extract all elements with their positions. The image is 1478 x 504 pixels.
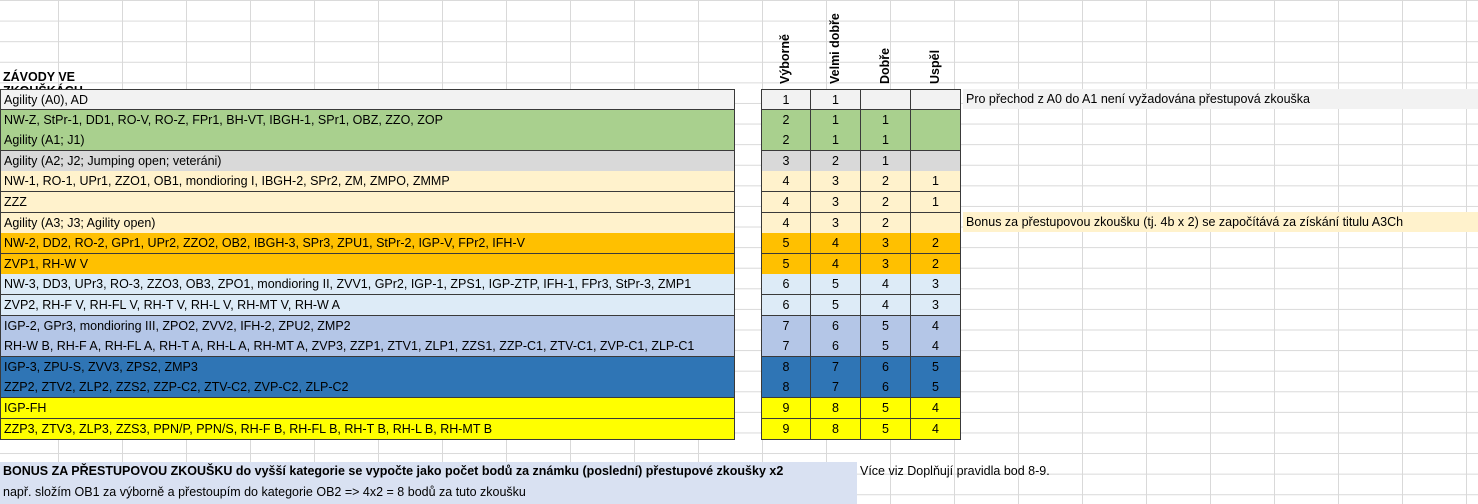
score-cell[interactable]: 8	[811, 418, 861, 440]
score-cell[interactable]	[911, 212, 961, 234]
row-name[interactable]: IGP-2, GPr3, mondioring III, ZPO2, ZVV2,…	[0, 315, 735, 337]
score-cell[interactable]: 3	[761, 150, 811, 172]
row-name[interactable]: Agility (A1; J1)	[0, 130, 735, 152]
row-name[interactable]: NW-3, DD3, UPr3, RO-3, ZZO3, OB3, ZPO1, …	[0, 274, 735, 296]
score-cell[interactable]: 4	[761, 171, 811, 193]
row-name[interactable]: IGP-FH	[0, 398, 735, 420]
row-name[interactable]: RH-W B, RH-F A, RH-FL A, RH-T A, RH-L A,…	[0, 336, 735, 358]
score-cell[interactable]: 6	[811, 315, 861, 337]
score-cell[interactable]: 9	[761, 418, 811, 440]
score-cell[interactable]: 2	[861, 171, 911, 193]
score-cell[interactable]: 1	[861, 130, 911, 152]
score-cell[interactable]	[911, 109, 961, 131]
score-cell[interactable]: 5	[861, 315, 911, 337]
score-cell[interactable]: 5	[811, 295, 861, 317]
score-cell[interactable]: 2	[911, 233, 961, 255]
score-cell[interactable]: 3	[811, 192, 861, 214]
header-dobre[interactable]: Dobře	[878, 47, 892, 84]
score-cell[interactable]: 5	[861, 418, 911, 440]
score-cell[interactable]: 6	[811, 336, 861, 358]
row-name[interactable]: Agility (A0), AD	[0, 89, 735, 111]
note-a0[interactable]: Pro přechod z A0 do A1 není vyžadována p…	[963, 89, 1478, 109]
score-cell[interactable]: 1	[811, 89, 861, 111]
score-cell[interactable]: 3	[861, 233, 911, 255]
header-vyborne[interactable]: Výborně	[778, 33, 792, 84]
score-cell[interactable]	[861, 89, 911, 111]
header-velmi-dobre[interactable]: Velmi dobře	[828, 13, 842, 84]
row-name[interactable]: ZZZ	[0, 192, 735, 214]
score-cell[interactable]	[911, 130, 961, 152]
score-cell[interactable]: 8	[811, 398, 861, 420]
row-name[interactable]: NW-Z, StPr-1, DD1, RO-V, RO-Z, FPr1, BH-…	[0, 109, 735, 131]
score-cell[interactable]: 6	[761, 295, 811, 317]
score-cell[interactable]: 1	[861, 150, 911, 172]
row-name[interactable]: Agility (A3; J3; Agility open)	[0, 212, 735, 234]
score-cell[interactable]: 5	[861, 336, 911, 358]
score-cell[interactable]: 4	[811, 233, 861, 255]
score-cell[interactable]: 4	[911, 315, 961, 337]
header-uspel[interactable]: Uspěl	[928, 49, 942, 84]
note-a3[interactable]: Bonus za přestupovou zkoušku (tj. 4b x 2…	[963, 212, 1478, 232]
score-cell[interactable]: 3	[861, 253, 911, 275]
score-cell[interactable]: 6	[761, 274, 811, 296]
row-name[interactable]: ZVP1, RH-W V	[0, 253, 735, 275]
row-name[interactable]: ZZP3, ZTV3, ZLP3, ZZS3, PPN/P, PPN/S, RH…	[0, 418, 735, 440]
score-cell[interactable]: 1	[761, 89, 811, 111]
row-name[interactable]: ZZP2, ZTV2, ZLP2, ZZS2, ZZP-C2, ZTV-C2, …	[0, 377, 735, 399]
score-cell[interactable]: 3	[811, 171, 861, 193]
score-cell[interactable]: 7	[811, 356, 861, 378]
score-cell[interactable]: 4	[911, 336, 961, 358]
row-name[interactable]: Agility (A2; J2; Jumping open; veteráni)	[0, 150, 735, 172]
score-cell[interactable]: 8	[761, 356, 811, 378]
row-name[interactable]: NW-1, RO-1, UPr1, ZZO1, OB1, mondioring …	[0, 171, 735, 193]
score-cell[interactable]: 4	[761, 192, 811, 214]
score-cell[interactable]: 4	[761, 212, 811, 234]
score-cell[interactable]: 4	[861, 295, 911, 317]
row-name[interactable]: IGP-3, ZPU-S, ZVV3, ZPS2, ZMP3	[0, 356, 735, 378]
score-cell[interactable]: 5	[911, 356, 961, 378]
score-cell[interactable]: 2	[811, 150, 861, 172]
score-cell[interactable]: 9	[761, 398, 811, 420]
score-cell[interactable]: 6	[861, 377, 911, 399]
score-cell[interactable]: 1	[811, 130, 861, 152]
score-cell[interactable]: 4	[861, 274, 911, 296]
score-cell[interactable]: 2	[911, 253, 961, 275]
score-cell[interactable]	[911, 150, 961, 172]
score-cell[interactable]: 2	[761, 130, 811, 152]
score-cell[interactable]: 8	[761, 377, 811, 399]
bonus-line-1[interactable]: BONUS ZA PŘESTUPOVOU ZKOUŠKU do vyšší ka…	[3, 464, 784, 478]
score-cell[interactable]: 5	[761, 233, 811, 255]
score-cell[interactable]: 2	[761, 109, 811, 131]
score-cell[interactable]: 1	[811, 109, 861, 131]
score-cell[interactable]: 2	[861, 192, 911, 214]
score-cell[interactable]: 1	[911, 171, 961, 193]
score-cell[interactable]: 6	[861, 356, 911, 378]
score-cell[interactable]: 7	[761, 315, 811, 337]
score-cell[interactable]: 3	[911, 274, 961, 296]
row-name[interactable]: NW-2, DD2, RO-2, GPr1, UPr2, ZZO2, OB2, …	[0, 233, 735, 255]
score-cell[interactable]: 2	[861, 212, 911, 234]
score-cell[interactable]: 4	[911, 398, 961, 420]
score-cell[interactable]: 3	[811, 212, 861, 234]
score-cell[interactable]	[911, 89, 961, 111]
score-cell[interactable]: 7	[761, 336, 811, 358]
more-info-note[interactable]: Více viz Doplňují pravidla bod 8-9.	[860, 464, 1050, 478]
score-cell[interactable]: 1	[911, 192, 961, 214]
score-cell[interactable]: 7	[811, 377, 861, 399]
score-cell[interactable]: 5	[761, 253, 811, 275]
score-cell[interactable]: 4	[811, 253, 861, 275]
score-cell[interactable]: 5	[861, 398, 911, 420]
row-name[interactable]: ZVP2, RH-F V, RH-FL V, RH-T V, RH-L V, R…	[0, 295, 735, 317]
score-cell[interactable]: 3	[911, 295, 961, 317]
score-cell[interactable]: 1	[861, 109, 911, 131]
score-cell[interactable]: 5	[911, 377, 961, 399]
bonus-box: BONUS ZA PŘESTUPOVOU ZKOUŠKU do vyšší ka…	[0, 462, 857, 504]
score-cell[interactable]: 4	[911, 418, 961, 440]
bonus-line-2[interactable]: např. složím OB1 za výborně a přestoupím…	[3, 485, 526, 499]
score-cell[interactable]: 5	[811, 274, 861, 296]
